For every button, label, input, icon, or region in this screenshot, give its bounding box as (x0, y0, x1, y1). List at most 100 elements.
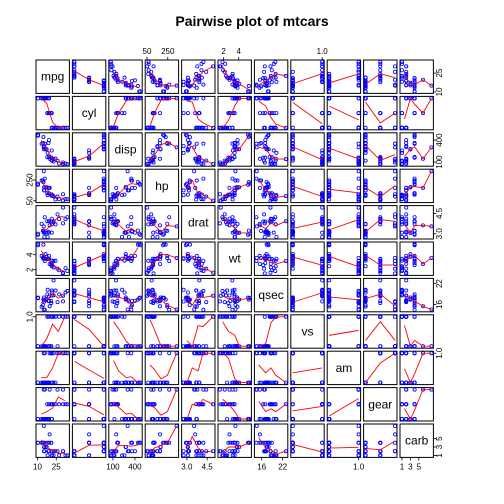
point-drat-carb-8 (404, 219, 409, 224)
panel-vs-am (326, 314, 362, 349)
smooth-line-vs-disp (113, 321, 139, 347)
smooth-line-gear-wt (222, 399, 249, 420)
smooth-line-cyl-wt (222, 97, 249, 129)
panel-carb-drat (181, 423, 216, 458)
ytick-label-disp-1: 400 (435, 133, 444, 147)
point-mpg-am-19 (356, 60, 361, 65)
point-disp-gear-23 (363, 141, 368, 146)
point-cyl-qsec-30 (254, 96, 259, 101)
point-qsec-hp-28 (167, 307, 172, 312)
point-disp-gear-26 (392, 158, 397, 163)
point-drat-mpg-7 (53, 222, 58, 227)
ytick-label-wt-1: 4 (25, 252, 34, 257)
point-wt-hp-29 (157, 261, 162, 266)
point-drat-vs-1 (290, 219, 295, 224)
smooth-line-cyl-drat (186, 100, 214, 129)
point-wt-drat-18 (210, 270, 215, 275)
point-wt-cyl-10 (87, 256, 92, 261)
point-hp-drat-18 (210, 198, 215, 203)
point-am-disp-31 (112, 351, 117, 356)
point-cyl-gear-20 (363, 125, 368, 130)
panel-disp-hp (144, 132, 180, 167)
smooth-line-drat-gear (365, 219, 396, 233)
point-wt-carb-26 (404, 266, 409, 271)
panel-am-cyl (71, 350, 107, 386)
point-qsec-carb-7 (404, 288, 409, 293)
panel-gear-cyl (71, 387, 107, 422)
point-cyl-drat-18 (210, 125, 215, 130)
point-gear-qsec-0 (261, 402, 266, 407)
point-vs-mpg-8 (51, 314, 56, 319)
point-drat-hp-31 (151, 216, 156, 221)
point-drat-mpg-21 (42, 234, 47, 239)
smooth-line-mpg-drat (186, 65, 214, 85)
point-qsec-am-8 (327, 278, 332, 283)
point-qsec-mpg-18 (61, 293, 66, 298)
point-hp-vs-23 (290, 178, 295, 183)
point-gear-mpg-23 (39, 416, 44, 421)
point-qsec-wt-7 (230, 288, 235, 293)
point-carb-wt-25 (221, 453, 226, 458)
point-qsec-gear-6 (363, 303, 368, 308)
point-gear-disp-24 (132, 416, 137, 421)
point-disp-drat-15 (184, 133, 189, 138)
point-drat-mpg-3 (49, 230, 54, 235)
point-qsec-drat-26 (204, 300, 209, 305)
point-disp-qsec-9 (267, 155, 272, 160)
point-am-wt-31 (227, 351, 232, 356)
point-hp-am-18 (356, 198, 361, 203)
point-vs-gear-24 (363, 344, 368, 349)
point-hp-vs-26 (290, 194, 295, 199)
point-mpg-drat-5 (181, 79, 186, 84)
smooth-line-gear-cyl (74, 402, 105, 416)
point-mpg-drat-8 (197, 73, 202, 78)
panel-am-gear (363, 350, 398, 386)
smooth-line-mpg-vs (292, 73, 323, 85)
point-wt-qsec-16 (264, 242, 269, 247)
point-disp-carb-28 (412, 141, 417, 146)
point-hp-cyl-29 (87, 185, 92, 190)
point-carb-wt-20 (225, 453, 230, 458)
point-carb-wt-16 (246, 440, 251, 445)
point-hp-drat-26 (204, 194, 209, 199)
point-carb-drat-28 (201, 440, 206, 445)
point-gear-qsec-29 (257, 387, 262, 392)
point-drat-gear-30 (392, 224, 397, 229)
ytick-label-mpg-1: 25 (435, 68, 444, 77)
point-drat-carb-10 (412, 219, 417, 224)
point-vs-wt-31 (227, 314, 232, 319)
point-carb-drat-30 (192, 423, 197, 428)
point-mpg-drat-22 (186, 83, 191, 88)
point-hp-carb-24 (404, 185, 409, 190)
point-cyl-drat-27 (195, 125, 200, 130)
point-qsec-hp-5 (150, 287, 155, 292)
point-wt-mpg-17 (63, 266, 68, 271)
point-disp-wt-27 (217, 160, 222, 165)
smooth-line-gear-mpg (41, 396, 65, 415)
point-vs-wt-29 (227, 344, 232, 349)
point-drat-carb-24 (404, 230, 409, 235)
point-vs-hp-31 (151, 314, 156, 319)
xtick-label-disp-1: 400 (128, 462, 142, 471)
point-hp-am-28 (356, 176, 361, 181)
smooth-line-am-wt (222, 352, 249, 384)
point-disp-wt-23 (235, 141, 240, 146)
point-mpg-cyl-8 (72, 73, 77, 78)
point-disp-drat-5 (181, 150, 186, 155)
point-am-mpg-8 (51, 380, 56, 385)
point-cyl-vs-29 (290, 111, 295, 116)
point-carb-qsec-17 (271, 453, 276, 458)
point-cyl-mpg-24 (47, 96, 52, 101)
point-wt-vs-31 (320, 261, 325, 266)
point-qsec-carb-29 (420, 304, 425, 309)
point-vs-gear-1 (378, 344, 383, 349)
smooth-line-wt-drat (186, 254, 214, 274)
point-mpg-qsec-5 (274, 79, 279, 84)
point-wt-cyl-27 (72, 271, 77, 276)
point-hp-qsec-16 (264, 180, 269, 185)
point-wt-carb-16 (412, 242, 417, 247)
point-hp-mpg-27 (61, 192, 66, 197)
point-cyl-am-31 (356, 125, 361, 130)
point-carb-wt-29 (227, 432, 232, 437)
point-drat-carb-26 (404, 212, 409, 217)
